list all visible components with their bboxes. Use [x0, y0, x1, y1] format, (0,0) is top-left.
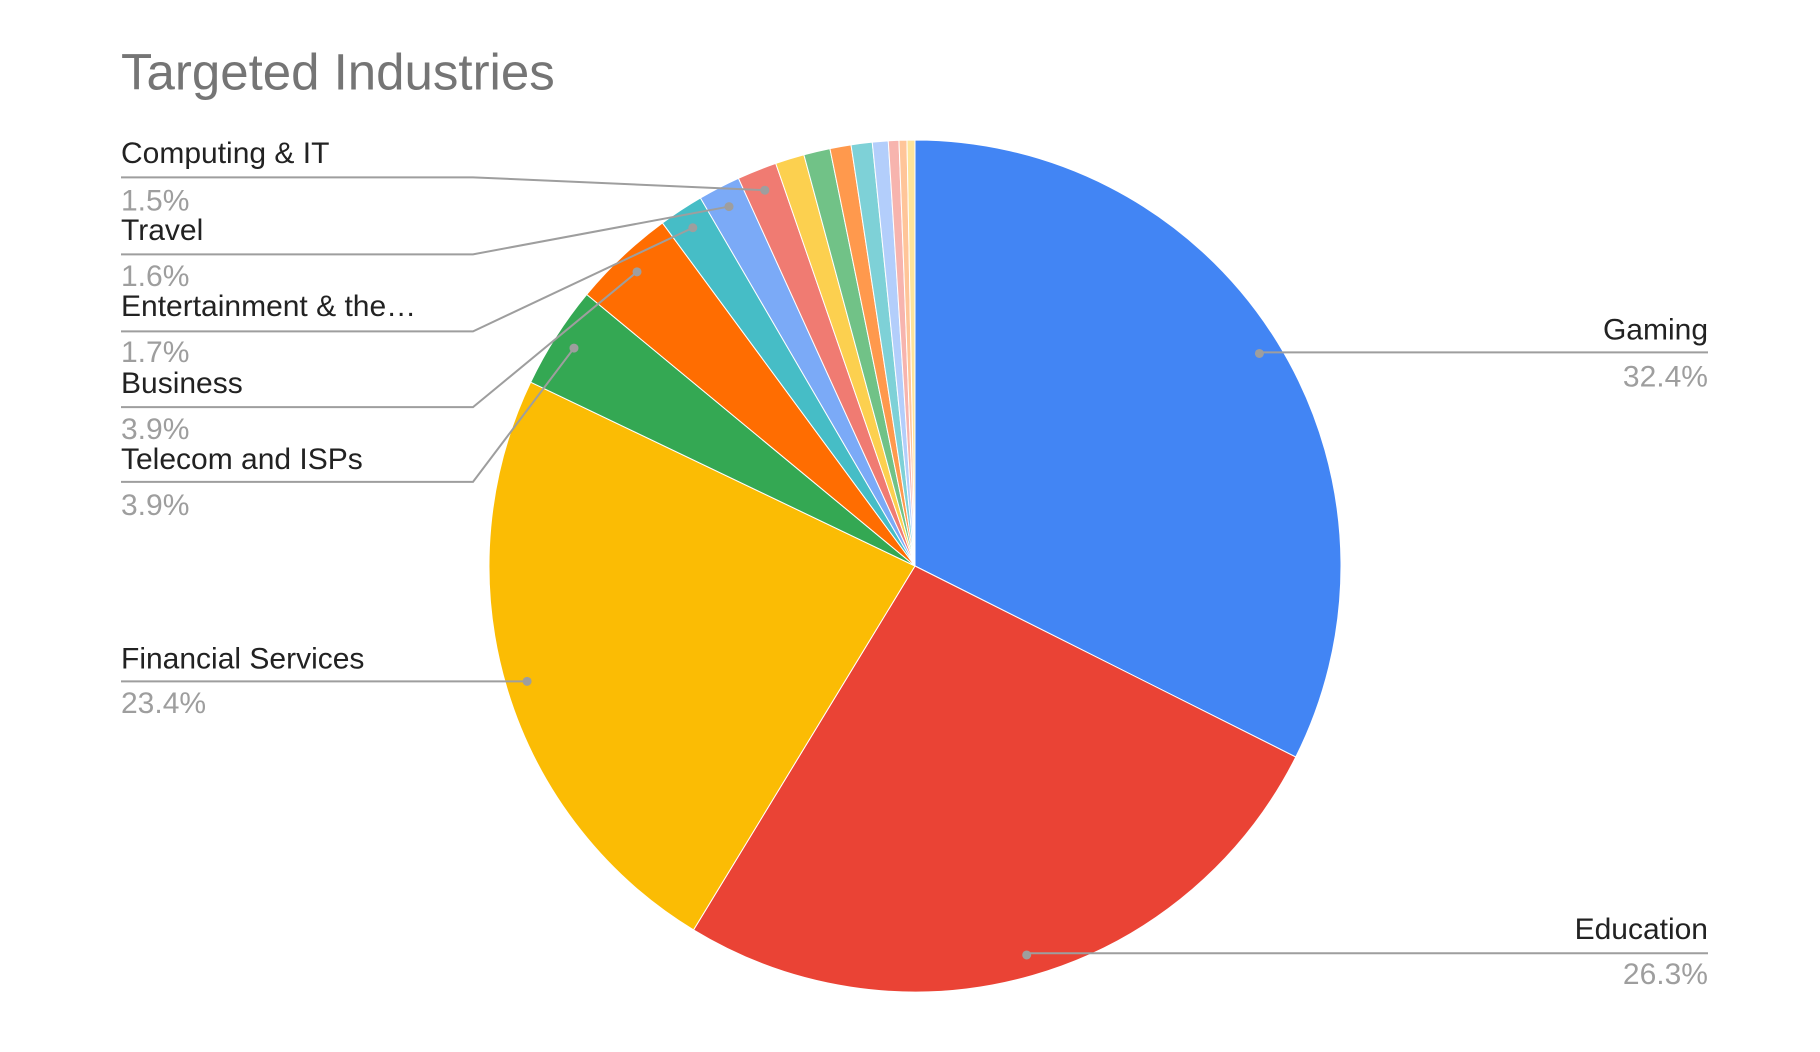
slice-label: Gaming [1603, 313, 1708, 346]
slice-value-label: 23.4% [121, 687, 206, 720]
slice-value-label: 1.6% [121, 260, 189, 293]
leader-line [1258, 351, 1708, 354]
pie-slice [906, 139, 916, 567]
leader-dot [688, 223, 698, 233]
slice-label: Computing & IT [121, 137, 329, 170]
leader-dot [569, 343, 579, 353]
chart-title: Targeted Industries [121, 43, 555, 100]
leader-dot [632, 267, 642, 277]
slice-value-label: 26.3% [1623, 958, 1708, 991]
leader-line [121, 226, 694, 333]
slice-value-label: 3.9% [121, 489, 189, 522]
pie-slice [692, 565, 1297, 993]
slice-label: Telecom and ISPs [121, 443, 363, 476]
slice-label: Business [121, 367, 243, 400]
leader-dot [522, 676, 532, 686]
slice-label: Education [1575, 913, 1708, 946]
leader-line [1025, 952, 1708, 955]
leader-dot [724, 202, 734, 212]
leader-dot [760, 185, 770, 195]
slice-value-label: 32.4% [1623, 360, 1708, 393]
leader-line [121, 271, 638, 409]
leader-dot [1254, 348, 1264, 358]
pie-slice [488, 381, 916, 931]
pie-slice [914, 139, 1342, 758]
leader-line [121, 176, 765, 192]
slice-label: Financial Services [121, 642, 364, 675]
leader-dot [1022, 950, 1032, 960]
slice-label: Entertainment & the… [121, 290, 416, 323]
leader-line [121, 205, 730, 256]
slice-label: Travel [121, 214, 203, 247]
slice-value-label: 3.9% [121, 413, 189, 446]
leader-line [121, 347, 575, 483]
slice-value-label: 1.7% [121, 336, 189, 369]
slice-value-label: 1.5% [121, 184, 189, 217]
